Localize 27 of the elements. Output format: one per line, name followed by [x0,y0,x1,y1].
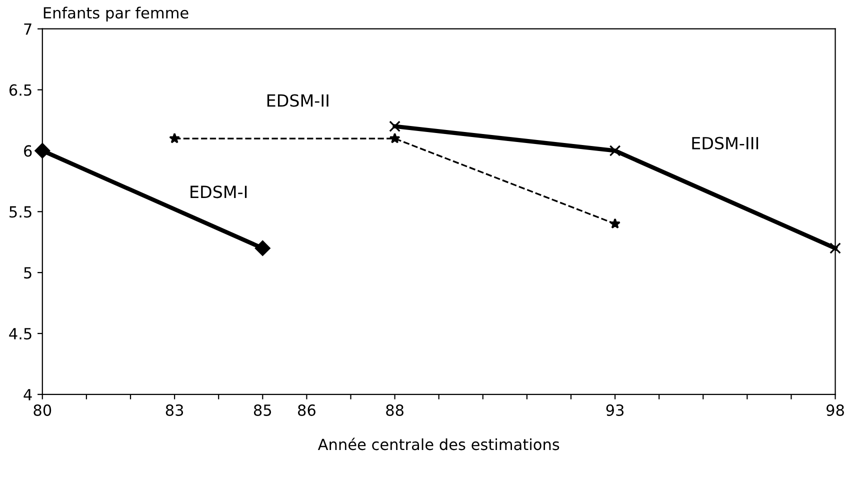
series-label: EDSM-I [190,186,247,198]
x-tick-label: 98 [826,404,844,416]
x-tick-label: 93 [606,404,624,416]
x-tick-label: 86 [298,404,316,416]
series-label: EDSM-III [692,136,758,150]
y-tick-label: 6.5 [9,84,32,96]
point [830,242,841,254]
point [609,145,621,156]
y-tick-label: 4.5 [9,328,32,340]
point [34,143,50,158]
x-axis-title: Année centrale des estimations [318,438,560,450]
series-label: EDSM-II [267,94,328,107]
point [389,132,400,144]
x-tick-label: 88 [386,404,404,416]
y-axis-title: Enfants par femme [44,6,188,22]
point [254,240,270,256]
y-tick-label: 4 [24,389,32,400]
x-tick-label: 83 [166,404,184,416]
point [169,132,180,144]
y-tick-label: 5.5 [10,206,32,218]
x-tick-label: 80 [34,404,52,416]
x-tick-label: 85 [254,404,272,416]
point [610,218,620,229]
y-tick-label: 6 [24,145,32,157]
point [389,120,400,132]
y-tick-label: 7 [24,24,32,35]
y-tick-label: 5 [24,267,32,279]
